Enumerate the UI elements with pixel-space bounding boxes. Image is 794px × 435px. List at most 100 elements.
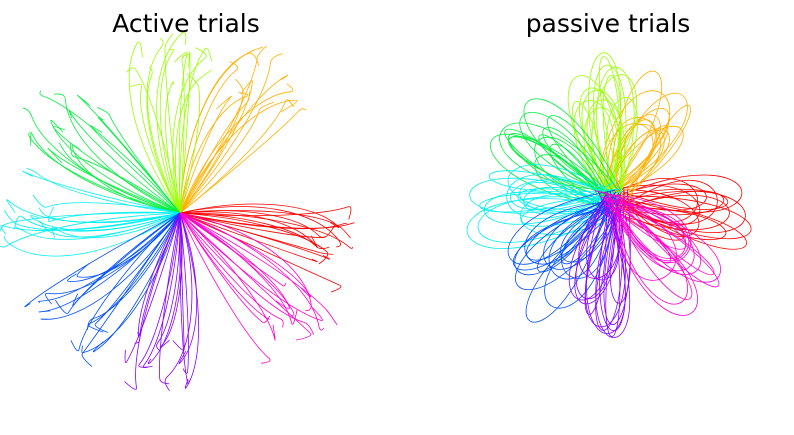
trajectory <box>165 81 181 214</box>
trajectory <box>600 123 654 205</box>
trajectory <box>146 38 181 214</box>
trajectory <box>179 99 295 214</box>
trajectory <box>585 202 626 328</box>
trajectory <box>515 194 626 291</box>
chart-title: passive trials <box>526 9 691 38</box>
trajectory <box>142 212 181 369</box>
trajectory <box>179 51 191 214</box>
trajectory <box>561 200 616 279</box>
trajectory <box>179 212 315 335</box>
trajectory <box>28 132 181 214</box>
trajectory <box>179 73 201 214</box>
trajectory <box>542 127 616 196</box>
trajectory <box>507 164 621 210</box>
trajectory <box>38 207 181 223</box>
trajectory <box>593 64 627 194</box>
trajectory <box>47 147 181 214</box>
trajectory <box>45 212 181 305</box>
trajectory <box>605 200 687 260</box>
trajectory <box>525 205 615 323</box>
trajectory <box>586 191 626 335</box>
trajectory <box>124 212 181 390</box>
trajectory <box>618 188 729 210</box>
trajectory <box>147 66 181 214</box>
trajectory <box>179 53 283 214</box>
trajectory <box>179 212 290 309</box>
trajectory <box>612 183 707 211</box>
trajectory <box>179 45 268 214</box>
trajectory <box>70 142 181 214</box>
trajectory <box>156 31 187 214</box>
trajectory <box>179 47 212 214</box>
trajectory <box>595 207 631 338</box>
trajectory <box>602 74 622 191</box>
chart-title: Active trials <box>112 9 260 38</box>
trajectory <box>68 109 181 214</box>
trajectory <box>544 202 619 309</box>
trajectory <box>489 170 622 199</box>
trajectory <box>159 212 181 385</box>
trajectory <box>609 190 746 234</box>
trajectory <box>92 212 181 353</box>
trajectory <box>567 75 623 208</box>
trajectory <box>58 142 181 214</box>
trajectory <box>88 212 181 333</box>
trajectory <box>179 101 275 214</box>
trajectory <box>179 212 323 321</box>
trajectory <box>53 93 181 214</box>
trajectory <box>179 212 312 341</box>
trajectory <box>179 212 271 323</box>
trajectory <box>547 115 620 203</box>
trajectory <box>179 46 264 214</box>
trajectory <box>39 90 181 214</box>
trajectory <box>543 197 621 270</box>
trajectory <box>599 201 626 331</box>
trajectory <box>172 212 185 351</box>
trajectory <box>538 134 617 202</box>
trajectory <box>605 190 621 337</box>
trajectory <box>179 108 307 214</box>
trajectory <box>30 133 181 214</box>
trajectory <box>595 198 623 331</box>
trajectory <box>615 198 720 288</box>
trajectory <box>172 47 207 214</box>
trajectory <box>72 212 181 306</box>
trajectory <box>32 194 181 214</box>
trajectory <box>584 197 611 315</box>
trajectory <box>603 193 687 250</box>
trajectory <box>560 198 625 263</box>
trajectory <box>179 212 298 325</box>
trajectory <box>179 212 276 341</box>
trajectory <box>179 206 352 220</box>
trajectory <box>179 212 331 260</box>
trajectory <box>147 212 182 365</box>
trajectory <box>179 61 239 214</box>
trajectory <box>130 84 181 214</box>
trajectory <box>30 212 181 231</box>
trajectory <box>604 194 672 264</box>
trajectory <box>179 212 338 326</box>
trajectory <box>466 198 607 249</box>
trajectory <box>179 74 289 214</box>
trajectory <box>179 212 312 298</box>
trajectory <box>548 201 612 280</box>
trajectory <box>179 212 348 230</box>
trajectory <box>89 125 181 214</box>
trajectory <box>523 98 622 199</box>
trajectory <box>519 111 622 199</box>
trajectory <box>568 193 617 301</box>
trajectory <box>39 212 181 238</box>
trajectory <box>519 182 611 214</box>
trajectory <box>604 125 669 201</box>
trajectory <box>514 204 608 276</box>
trajectory <box>600 196 721 283</box>
trajectory <box>179 212 355 229</box>
trajectory <box>174 51 188 214</box>
trajectory <box>179 212 312 312</box>
trajectory <box>612 190 725 216</box>
trajectory <box>534 154 607 210</box>
trajectory <box>602 92 688 202</box>
trajectory <box>179 212 318 263</box>
trajectory <box>67 212 181 282</box>
